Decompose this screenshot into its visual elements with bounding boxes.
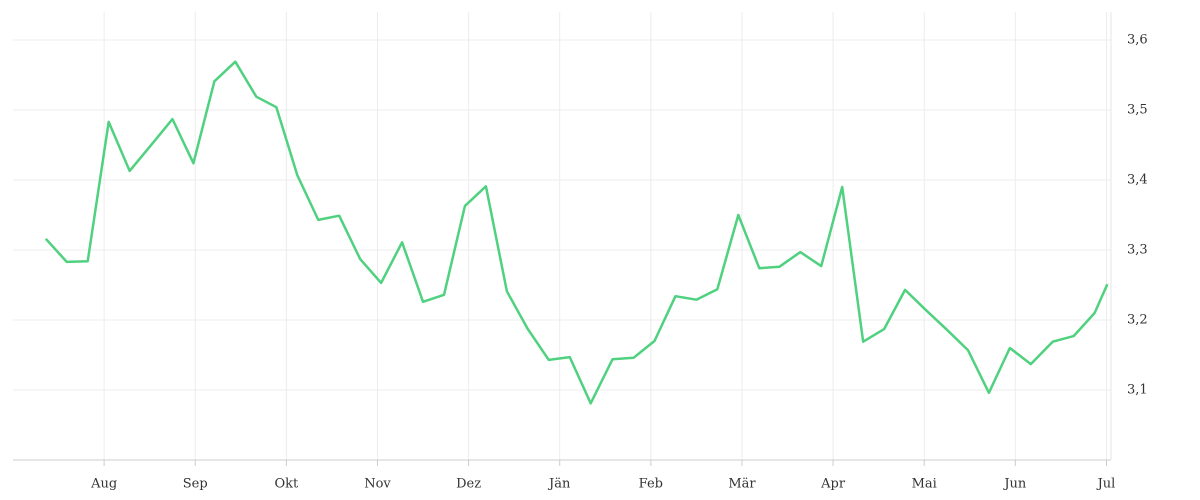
x-tick-label: Jän bbox=[547, 477, 571, 492]
y-tick-label: 3,1 bbox=[1127, 383, 1148, 398]
x-tick-label: Feb bbox=[639, 477, 663, 492]
x-tick-label: Apr bbox=[820, 477, 846, 492]
x-tick-label: Jul bbox=[1096, 477, 1116, 492]
x-tick-label: Mai bbox=[912, 477, 937, 492]
x-tick-label: Aug bbox=[90, 477, 117, 492]
y-tick-label: 3,6 bbox=[1127, 33, 1148, 48]
x-tick-label: Sep bbox=[183, 477, 208, 492]
x-tick-label: Jun bbox=[1002, 477, 1027, 492]
y-tick-label: 3,2 bbox=[1127, 313, 1148, 328]
x-tick-label: Mär bbox=[728, 477, 756, 492]
x-tick-label: Okt bbox=[274, 477, 299, 492]
line bbox=[44, 60, 1109, 405]
x-tick-label: Dez bbox=[456, 477, 481, 492]
y-tick-label: 3,3 bbox=[1127, 243, 1148, 258]
y-tick-label: 3,5 bbox=[1127, 103, 1148, 118]
x-tick-label: Nov bbox=[364, 477, 391, 492]
y-tick-label: 3,4 bbox=[1127, 173, 1148, 188]
